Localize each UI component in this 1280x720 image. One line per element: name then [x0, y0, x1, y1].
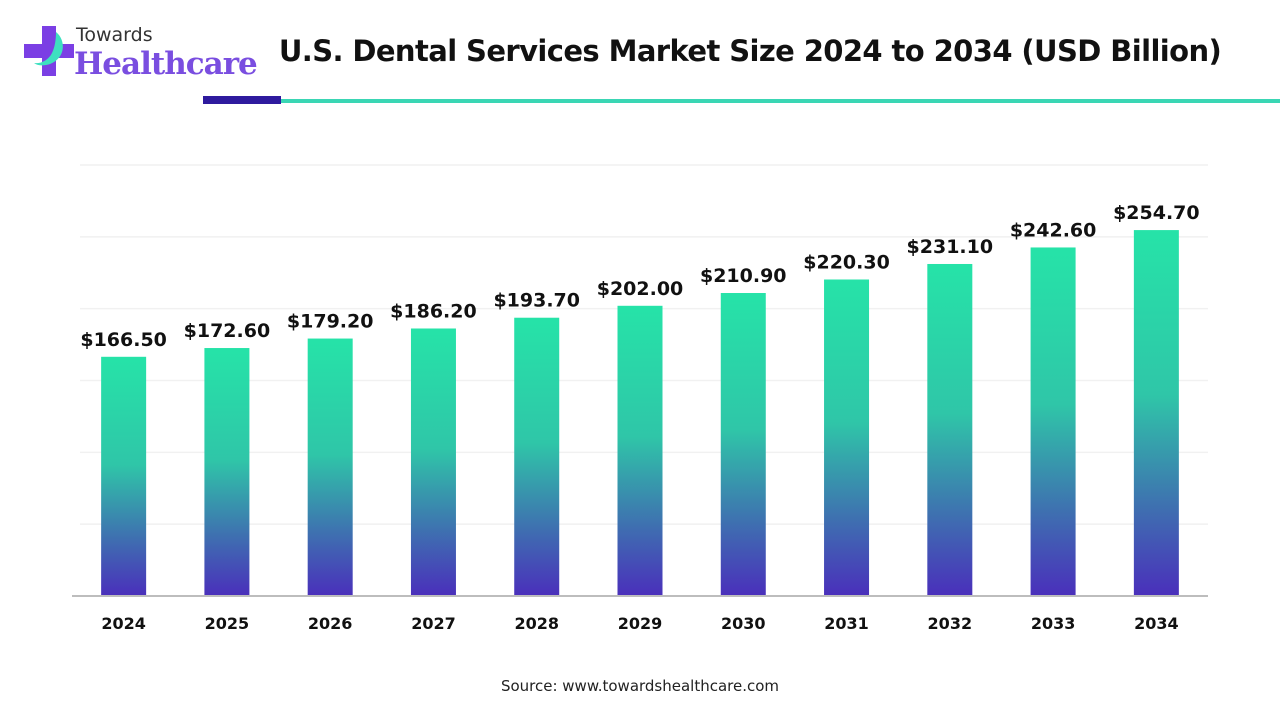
data-label: $179.20	[287, 311, 374, 333]
bar-2030	[720, 293, 766, 596]
x-tick-label: 2028	[514, 614, 559, 633]
bar-2032	[927, 263, 973, 596]
logo-text-towards: Towards	[76, 24, 153, 46]
accent-bar-teal	[281, 99, 1280, 103]
bar-2028	[514, 317, 560, 596]
x-tick-label: 2024	[101, 614, 146, 633]
source-text: Source: www.towardshealthcare.com	[500, 677, 780, 695]
x-tick-label: 2030	[721, 614, 766, 633]
bar-2031	[824, 279, 870, 596]
x-tick-label: 2025	[205, 614, 250, 633]
data-label: $254.70	[1113, 202, 1200, 224]
x-tick-label: 2032	[928, 614, 973, 633]
x-tick-label: 2026	[308, 614, 353, 633]
cross-leaf-icon	[24, 26, 74, 76]
data-label: $172.60	[184, 320, 271, 342]
data-label: $166.50	[80, 329, 167, 351]
x-tick-label: 2031	[824, 614, 869, 633]
x-tick-label: 2027	[411, 614, 456, 633]
x-tick-label: 2029	[618, 614, 663, 633]
bar-2024	[101, 356, 147, 596]
bar-2029	[617, 305, 663, 596]
data-label: $242.60	[1010, 219, 1097, 241]
bar-2033	[1030, 247, 1076, 596]
bar-2026	[307, 338, 353, 596]
data-label: $202.00	[597, 278, 684, 300]
accent-bar-dark	[203, 96, 281, 104]
data-label: $210.90	[700, 265, 787, 287]
logo	[20, 22, 240, 82]
bar-2025	[204, 348, 250, 596]
data-label: $220.30	[803, 252, 890, 274]
logo-text-healthcare: Healthcare	[74, 46, 258, 82]
x-tick-label: 2033	[1031, 614, 1076, 633]
chart-title: U.S. Dental Services Market Size 2024 to…	[278, 34, 1222, 68]
x-tick-label: 2034	[1134, 614, 1179, 633]
bar-2027	[410, 328, 456, 596]
bar-2034	[1133, 230, 1179, 596]
data-label: $186.20	[390, 300, 477, 322]
data-label: $193.70	[493, 290, 580, 312]
data-label: $231.10	[907, 236, 994, 258]
